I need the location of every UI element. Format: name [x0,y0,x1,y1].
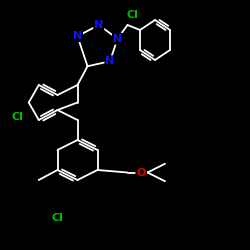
Text: Cl: Cl [52,213,64,223]
Text: N: N [113,34,122,44]
Text: N: N [73,31,82,41]
Text: O: O [136,168,146,177]
Text: N: N [94,20,104,30]
Text: Cl: Cl [126,10,138,20]
Text: Cl: Cl [12,112,24,122]
Text: N: N [106,56,114,66]
